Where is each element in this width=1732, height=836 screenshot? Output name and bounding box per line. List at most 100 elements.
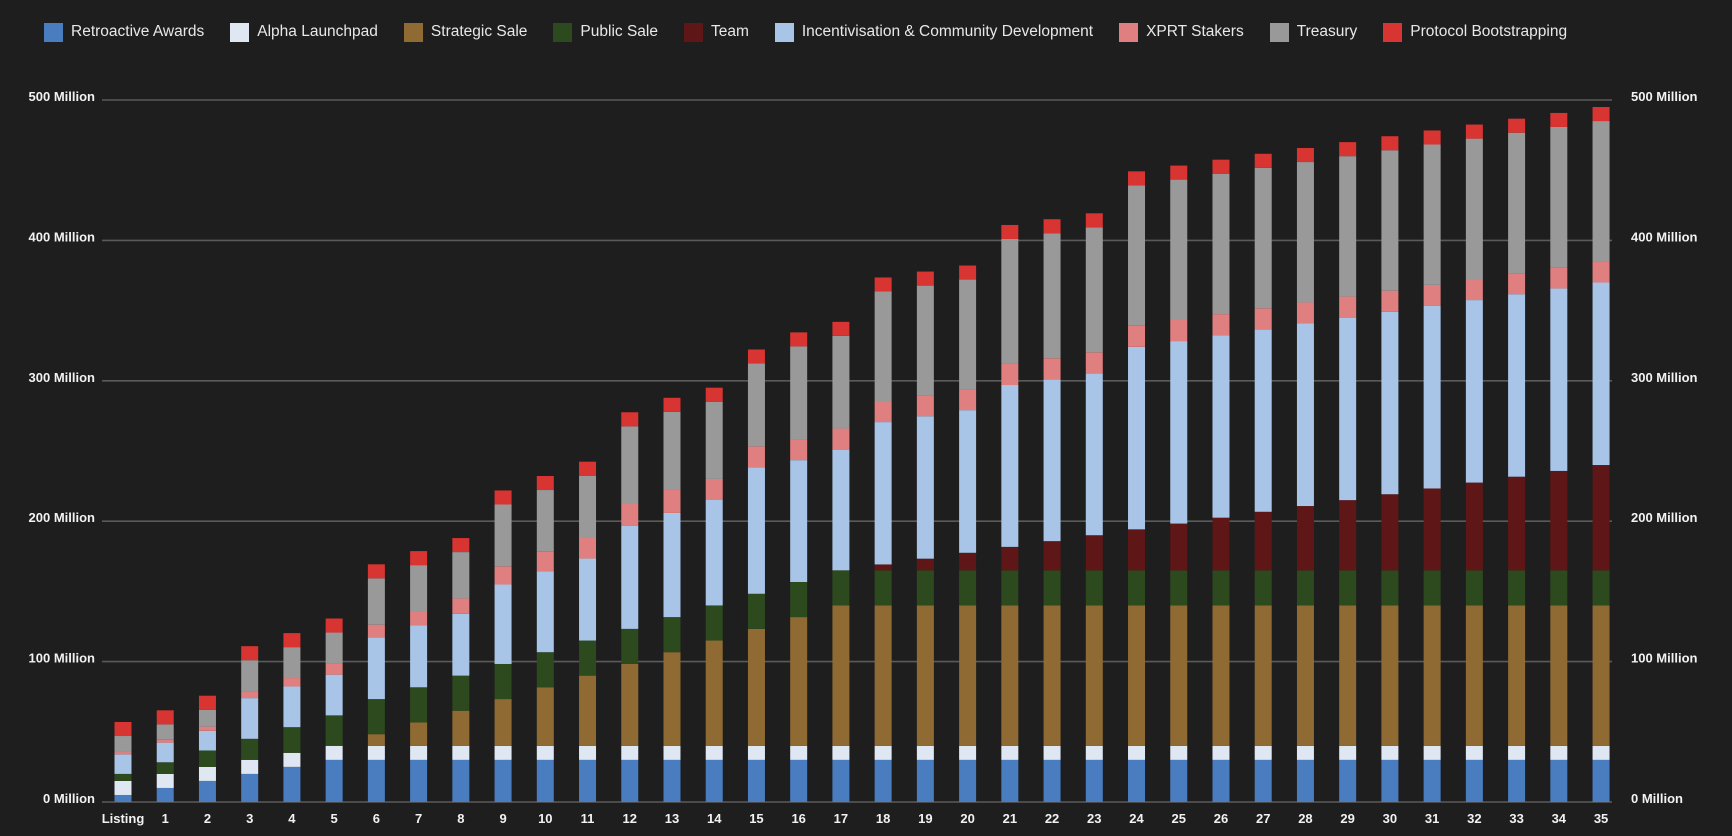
bar-segment: [1339, 296, 1357, 318]
bar-segment: [1212, 759, 1230, 802]
bar-segment: [241, 759, 259, 774]
bar-segment: [1339, 142, 1357, 157]
bar-segment: [1085, 605, 1103, 746]
bar-segment: [832, 570, 850, 606]
bar-segment: [1296, 745, 1314, 760]
bar-segment: [1128, 605, 1146, 746]
bar-segment: [959, 279, 977, 390]
bar-segment: [114, 780, 132, 795]
chart-legend: Retroactive Awards Alpha Launchpad Strateg…: [44, 20, 1593, 44]
bar-segment: [410, 722, 428, 746]
bar-segment: [959, 552, 977, 571]
bar-segment: [1212, 605, 1230, 746]
bar-segment: [1128, 570, 1146, 606]
bar-segment: [283, 766, 301, 802]
bar-segment: [156, 724, 174, 740]
x-tick-label: Listing: [102, 811, 145, 826]
bar-segment: [747, 759, 765, 802]
bar-segment: [1170, 605, 1188, 746]
bar-segment: [1170, 165, 1188, 180]
bar-segment: [1043, 219, 1061, 234]
bar-segment: [1508, 745, 1526, 760]
bar-segment: [1592, 282, 1610, 466]
bar-segment: [916, 759, 934, 802]
bar-segment: [410, 551, 428, 566]
bar-segment: [621, 525, 639, 629]
bar-segment: [1592, 107, 1610, 122]
x-tick-label: 33: [1509, 811, 1523, 826]
x-tick-label: 30: [1383, 811, 1397, 826]
bar-segment: [874, 759, 892, 802]
bar-segment: [536, 490, 554, 552]
legend-swatch: [1269, 22, 1289, 42]
bar-segment: [874, 605, 892, 746]
bar-segment: [790, 581, 808, 618]
bar-segment: [1550, 470, 1568, 571]
bar-segment: [410, 687, 428, 723]
legend-item: Protocol Bootstrapping: [1383, 22, 1567, 42]
bar-segment: [1550, 112, 1568, 127]
x-tick-label: 25: [1172, 811, 1186, 826]
bar-segment: [1339, 745, 1357, 760]
bar-segment: [874, 570, 892, 606]
bar-segment: [1423, 305, 1441, 489]
bar-segment: [1212, 173, 1230, 315]
bar-segment: [1085, 213, 1103, 228]
bar-segment: [959, 745, 977, 760]
legend-item: Team: [683, 22, 749, 42]
x-tick-label: 15: [749, 811, 763, 826]
x-tick-label: 23: [1087, 811, 1101, 826]
bar-segment: [1128, 745, 1146, 760]
bar-segment: [410, 565, 428, 612]
bar-segment: [1085, 373, 1103, 536]
bar-segment: [579, 537, 597, 559]
bar-segment: [1508, 605, 1526, 746]
bar-segment: [790, 332, 808, 347]
bar-segment: [536, 687, 554, 746]
bar-segment: [367, 699, 385, 735]
bar-segment: [452, 759, 470, 802]
bar-segment: [579, 745, 597, 760]
bar-segment: [832, 605, 850, 746]
bar-segment: [1254, 511, 1272, 571]
x-tick-label: 5: [331, 811, 338, 826]
bar-segment: [1339, 317, 1357, 501]
x-tick-label: 13: [665, 811, 679, 826]
bar-segment: [114, 794, 132, 802]
bar-segment: [494, 759, 512, 802]
bar-segment: [663, 745, 681, 760]
x-tick-label: 16: [791, 811, 805, 826]
bar-segment: [367, 564, 385, 579]
bar-segment: [1170, 570, 1188, 606]
y-tick-label-right: 0 Million: [1631, 791, 1683, 806]
bar-segment: [790, 460, 808, 582]
bar-segment: [1550, 126, 1568, 268]
bar-segment: [916, 745, 934, 760]
x-tick-label: 8: [457, 811, 464, 826]
y-tick-label-left: 300 Million: [29, 370, 96, 385]
bar-segment: [1128, 346, 1146, 530]
bar-segment: [1508, 118, 1526, 133]
bar-segment: [1170, 759, 1188, 802]
bar-segment: [1592, 261, 1610, 283]
x-tick-label: 32: [1467, 811, 1481, 826]
x-tick-label: 24: [1129, 811, 1144, 826]
bar-segment: [705, 387, 723, 402]
bar-segment: [367, 578, 385, 625]
bar-segment: [367, 637, 385, 700]
bar-segment: [1043, 759, 1061, 802]
x-tick-label: 35: [1594, 811, 1608, 826]
bar-segment: [1592, 745, 1610, 760]
bar-segment: [579, 475, 597, 538]
x-tick-label: 34: [1552, 811, 1567, 826]
bar-segment: [874, 291, 892, 402]
bar-segment: [536, 652, 554, 688]
bar-segment: [452, 745, 470, 760]
x-tick-label: 26: [1214, 811, 1228, 826]
bar-segment: [916, 605, 934, 746]
bar-segment: [747, 628, 765, 746]
bar-segment: [283, 678, 301, 687]
x-tick-label: 10: [538, 811, 552, 826]
bar-segment: [621, 503, 639, 526]
bar-segment: [579, 461, 597, 476]
